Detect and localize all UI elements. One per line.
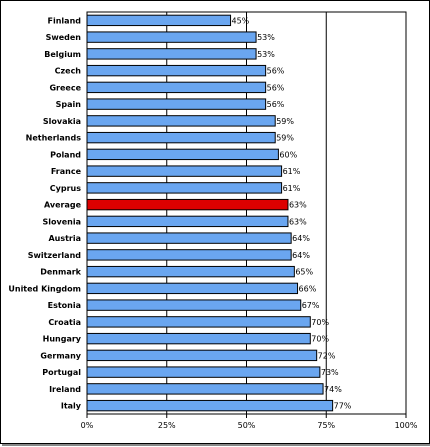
category-label: Germany <box>40 351 81 360</box>
bar-poland <box>86 148 279 161</box>
bar-slovakia <box>86 115 276 127</box>
category-label: Ireland <box>49 385 81 394</box>
value-label: 65% <box>295 268 313 277</box>
bar-estonia <box>86 299 302 311</box>
bar-croatia <box>86 316 311 328</box>
category-label: Spain <box>56 100 82 109</box>
value-label: 60% <box>279 150 297 159</box>
bar-italy <box>86 399 334 412</box>
bar-austria <box>86 232 292 244</box>
bar-netherlands <box>86 131 276 144</box>
x-tick-label: 0% <box>81 421 94 430</box>
x-tick-label: 75% <box>317 421 335 430</box>
value-label: 74% <box>324 385 342 394</box>
bar-switzerland <box>86 249 292 261</box>
value-label: 56% <box>267 100 285 109</box>
bar-hungary <box>86 332 311 345</box>
category-label: Cyprus <box>50 184 81 193</box>
value-label: 59% <box>276 134 294 143</box>
value-label: 53% <box>257 50 275 59</box>
value-label: 67% <box>302 301 320 310</box>
value-label: 66% <box>299 284 317 293</box>
bar-denmark <box>86 265 295 278</box>
category-label: Average <box>44 201 82 210</box>
value-label: 77% <box>334 402 352 411</box>
value-label: 61% <box>283 184 301 193</box>
category-label: Portugal <box>42 368 81 377</box>
category-label: Slovenia <box>43 217 81 226</box>
value-label: 73% <box>321 368 339 377</box>
value-label: 56% <box>267 83 285 92</box>
category-label: Croatia <box>48 318 81 327</box>
bar-czech <box>86 64 267 77</box>
bar-ireland <box>86 383 324 395</box>
value-label: 63% <box>289 201 307 210</box>
category-label: France <box>51 167 82 176</box>
category-label: Hungary <box>43 335 82 344</box>
value-label: 70% <box>311 318 329 327</box>
bar-germany <box>86 349 318 362</box>
bar-spain <box>86 98 267 110</box>
bar-cyprus <box>86 182 283 194</box>
category-label: United Kingdom <box>8 284 81 293</box>
x-tick-label: 100% <box>395 421 418 430</box>
bar-belgium <box>86 48 257 60</box>
category-label: Switzerland <box>28 251 82 260</box>
value-label: 59% <box>276 117 294 126</box>
category-label: Netherlands <box>26 134 82 143</box>
category-label: Austria <box>48 234 81 243</box>
bar-united-kingdom <box>86 282 299 295</box>
value-label: 72% <box>318 351 336 360</box>
value-label: 70% <box>311 335 329 344</box>
bar-portugal <box>86 366 321 378</box>
bar-slovenia <box>86 215 289 228</box>
bar-finland <box>86 14 232 27</box>
value-label: 61% <box>283 167 301 176</box>
value-label: 53% <box>257 33 275 42</box>
category-label: Finland <box>48 16 82 25</box>
bar-france <box>86 165 283 177</box>
category-label: Estonia <box>48 301 81 310</box>
bar-average <box>86 198 289 211</box>
category-label: Italy <box>61 402 82 411</box>
category-label: Poland <box>50 150 81 159</box>
category-label: Belgium <box>44 50 81 59</box>
value-label: 56% <box>267 67 285 76</box>
value-label: 64% <box>292 234 310 243</box>
value-label: 63% <box>289 217 307 226</box>
category-label: Sweden <box>46 33 82 42</box>
x-tick-label: 25% <box>158 421 176 430</box>
value-label: 45% <box>232 16 250 25</box>
category-label: Slovakia <box>43 117 81 126</box>
value-label: 64% <box>292 251 310 260</box>
category-label: Greece <box>49 83 81 92</box>
category-label: Czech <box>55 67 82 76</box>
category-label: Denmark <box>40 268 81 277</box>
bar-sweden <box>86 31 257 43</box>
bar-greece <box>86 81 267 94</box>
x-tick-label: 50% <box>238 421 256 430</box>
